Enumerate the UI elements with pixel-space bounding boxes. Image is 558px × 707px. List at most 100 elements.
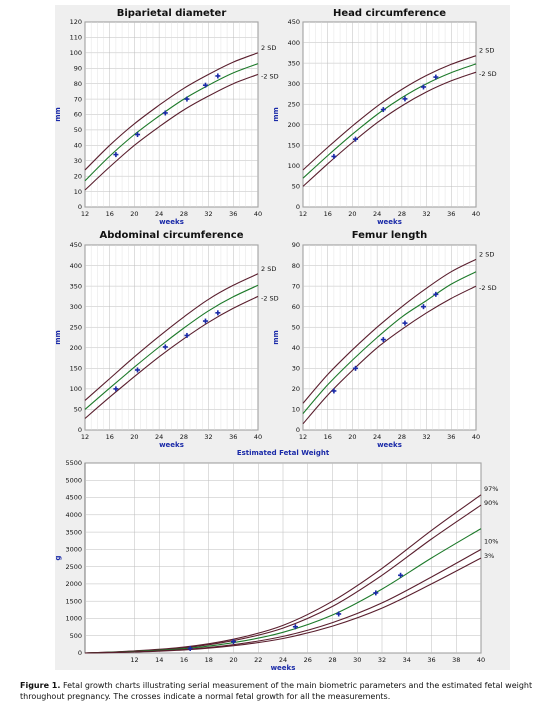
hc-x-tick-label: 12 (299, 210, 307, 218)
efw-measurement-cross (231, 639, 236, 645)
bpd-measurement-cross (215, 73, 221, 79)
efw-measurement-cross (292, 624, 298, 630)
efw-x-tick-label: 26 (304, 656, 312, 664)
hc-title: Head circumference (333, 8, 446, 19)
efw-y-tick-label: 4000 (65, 511, 82, 519)
hc-y-tick-label: 0 (296, 203, 300, 211)
fl-curve-median (302, 271, 477, 414)
fl-measurement-cross (420, 304, 426, 310)
bpd-x-tick-label: 32 (204, 210, 212, 218)
ac-y-tick-label: 350 (70, 282, 82, 290)
ac-measurement-cross (113, 386, 119, 392)
ac-y-tick-label: 0 (78, 426, 82, 434)
efw-y-axis-label: g (54, 555, 62, 560)
efw-curve-label: 3% (484, 552, 494, 560)
fl-measurement-cross (331, 388, 337, 394)
bpd-x-axis-label: weeks (159, 218, 184, 226)
ac-x-axis-label: weeks (159, 441, 184, 449)
fl-measurement-cross (402, 320, 408, 326)
hc-curve-label: -2 SD (479, 70, 497, 78)
ac-curve-label: 2 SD (261, 265, 276, 273)
fl-y-tick-label: 40 (292, 344, 300, 352)
efw-x-tick-label: 28 (328, 656, 336, 664)
fl-y-tick-label: 0 (296, 426, 300, 434)
fl-x-tick-label: 12 (299, 433, 307, 441)
ac-y-tick-label: 250 (70, 323, 82, 331)
ac-curve-lower (84, 295, 259, 419)
efw-y-tick-label: 5000 (65, 476, 82, 484)
fl-curve-upper (302, 258, 477, 404)
bpd-y-tick-label: 90 (74, 64, 82, 72)
bpd-x-tick-label: 12 (81, 210, 89, 218)
ac-y-tick-label: 50 (74, 406, 82, 414)
efw-y-tick-label: 1000 (65, 615, 82, 623)
hc-y-tick-label: 250 (288, 100, 300, 108)
ac-y-tick-label: 400 (70, 262, 82, 270)
hc-x-tick-label: 28 (398, 210, 406, 218)
bpd-x-tick-label: 16 (106, 210, 114, 218)
hc-y-axis-label: mm (272, 107, 280, 122)
bpd-x-tick-label: 20 (130, 210, 138, 218)
bpd-y-tick-label: 10 (74, 188, 82, 196)
bpd-y-tick-label: 110 (70, 34, 82, 42)
efw-y-tick-label: 5500 (65, 459, 82, 467)
fl-x-tick-label: 16 (324, 433, 332, 441)
fl-y-tick-label: 60 (292, 303, 300, 311)
efw-measurement-cross (398, 572, 404, 578)
hc-curve-upper (302, 55, 477, 171)
ac-x-tick-label: 16 (106, 433, 114, 441)
efw-x-axis-label: weeks (271, 664, 296, 672)
fl-y-tick-label: 80 (292, 262, 300, 270)
efw-measurement-cross (336, 611, 342, 617)
hc-x-tick-label: 20 (348, 210, 356, 218)
hc-x-tick-label: 32 (422, 210, 430, 218)
hc-y-tick-label: 350 (288, 59, 300, 67)
hc-measurement-cross (353, 136, 359, 142)
hc-measurement-cross (402, 96, 408, 102)
efw-y-tick-label: 4500 (65, 494, 82, 502)
ac-y-tick-label: 200 (70, 344, 82, 352)
hc-measurement-cross (433, 74, 439, 80)
hc-y-tick-label: 150 (288, 142, 300, 150)
hc-curve-lower (302, 71, 477, 187)
fl-y-tick-label: 50 (292, 323, 300, 331)
caption-label: Figure 1. (20, 681, 61, 690)
bpd-curve-label: 2 SD (261, 44, 276, 52)
efw-chart: 12 14 16 18 20 22 24 26 28 30 32 34 36 38 40 0 500 1000 15… (54, 449, 498, 672)
bpd-y-tick-label: 120 (70, 18, 82, 26)
fl-measurement-cross (353, 365, 359, 371)
hc-x-tick-label: 40 (472, 210, 480, 218)
ac-measurement-cross (215, 310, 221, 316)
ac-y-axis-label: mm (54, 330, 62, 345)
efw-x-tick-label: 32 (378, 656, 386, 664)
efw-x-tick-label: 18 (205, 656, 213, 664)
efw-x-tick-label: 22 (254, 656, 262, 664)
ac-x-tick-label: 36 (229, 433, 237, 441)
bpd-curve-median (84, 63, 259, 182)
efw-x-tick-label: 24 (279, 656, 287, 664)
bpd-x-tick-label: 24 (155, 210, 163, 218)
bpd-x-tick-label: 36 (229, 210, 237, 218)
bpd-chart: 12 16 20 24 28 32 36 40 0 10 20 30 40 50 60 70 80 90 100 11… (54, 8, 279, 226)
fl-x-axis-label: weeks (377, 441, 402, 449)
ac-x-tick-label: 20 (130, 433, 138, 441)
bpd-y-axis-label: mm (54, 107, 62, 122)
hc-measurement-cross (331, 153, 337, 159)
efw-x-tick-label: 14 (155, 656, 163, 664)
fl-y-tick-label: 90 (292, 241, 300, 249)
bpd-x-tick-label: 40 (254, 210, 262, 218)
hc-y-tick-label: 200 (288, 121, 300, 129)
efw-x-tick-label: 30 (353, 656, 361, 664)
ac-measurement-cross (184, 332, 190, 338)
ac-x-tick-label: 12 (81, 433, 89, 441)
efw-y-tick-label: 2500 (65, 563, 82, 571)
efw-curve-label: 90% (484, 499, 498, 507)
fl-title: Femur length (352, 230, 428, 241)
efw-title: Estimated Fetal Weight (237, 449, 330, 457)
hc-curve-median (302, 63, 477, 179)
efw-y-tick-label: 3000 (65, 546, 82, 554)
bpd-curve-lower (84, 73, 259, 191)
fl-x-tick-label: 40 (472, 433, 480, 441)
bpd-y-tick-label: 60 (74, 111, 82, 119)
fl-y-axis-label: mm (272, 330, 280, 345)
